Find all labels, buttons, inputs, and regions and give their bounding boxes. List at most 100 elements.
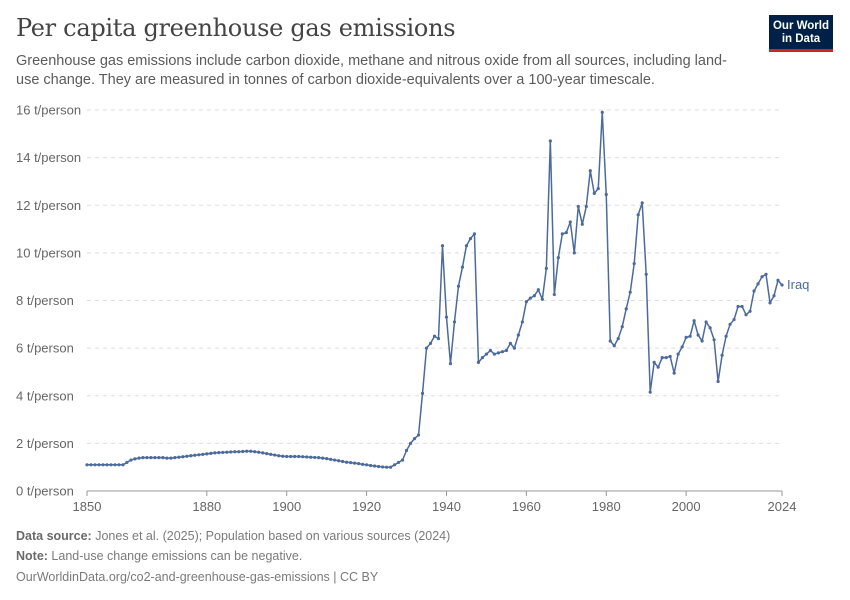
data-point <box>185 454 189 458</box>
owid-logo[interactable]: Our World in Data <box>769 15 833 52</box>
data-point <box>580 222 584 226</box>
data-point <box>109 463 113 467</box>
data-point <box>117 463 121 467</box>
data-point <box>640 201 644 205</box>
data-point <box>325 457 329 461</box>
data-point <box>460 265 465 269</box>
data-point <box>604 192 608 197</box>
data-point <box>349 461 353 465</box>
data-point <box>253 450 257 454</box>
data-point <box>337 459 341 463</box>
data-point <box>724 334 728 338</box>
data-point <box>333 458 337 462</box>
source-url-link[interactable]: OurWorldinData.org/co2-and-greenhouse-ga… <box>16 570 379 584</box>
data-point <box>716 379 720 384</box>
data-point <box>532 294 536 298</box>
data-point <box>177 455 181 459</box>
data-point <box>628 290 632 294</box>
data-point <box>321 456 325 460</box>
data-point <box>692 319 696 323</box>
data-point <box>568 220 572 224</box>
data-point <box>105 463 109 467</box>
data-point <box>205 452 209 456</box>
data-point <box>101 463 105 467</box>
x-tick-label: 1850 <box>73 499 102 514</box>
data-point <box>504 348 508 353</box>
data-point <box>732 317 736 322</box>
data-point <box>145 456 149 460</box>
data-point <box>552 292 556 297</box>
data-point <box>396 460 401 465</box>
data-point <box>265 452 269 456</box>
data-point <box>372 464 377 468</box>
data-point <box>520 320 524 324</box>
data-point <box>516 333 520 337</box>
data-point <box>376 464 381 469</box>
data-point <box>512 346 516 350</box>
data-point <box>89 463 93 467</box>
y-tick-label: 10 t/person <box>16 245 81 260</box>
note-label: Note: <box>16 549 48 563</box>
data-point <box>365 463 369 467</box>
data-point <box>668 354 672 359</box>
data-point <box>696 333 700 337</box>
data-point <box>704 320 708 324</box>
data-point <box>672 371 676 375</box>
data-point <box>384 465 389 469</box>
data-point <box>444 315 449 319</box>
data-point <box>121 463 125 467</box>
data-point <box>480 356 485 360</box>
data-point <box>700 339 704 343</box>
data-point <box>632 261 636 266</box>
data-point <box>201 452 205 456</box>
data-point <box>564 231 568 235</box>
data-point <box>173 456 177 460</box>
data-point <box>492 352 497 356</box>
data-point <box>424 346 429 350</box>
chart-title: Per capita greenhouse gas emissions <box>16 14 456 42</box>
data-point <box>157 456 161 460</box>
logo-line-1: Our World <box>772 20 829 32</box>
data-point <box>301 455 305 459</box>
y-tick-label: 8 t/person <box>16 293 74 308</box>
data-source-label: Data source: <box>16 529 92 543</box>
data-point <box>169 456 173 460</box>
x-tick-label: 1880 <box>192 499 221 514</box>
data-point <box>416 433 421 437</box>
data-point <box>165 456 169 460</box>
series-line-iraq <box>87 111 783 468</box>
data-point <box>540 297 544 301</box>
data-point <box>656 365 660 369</box>
data-point <box>652 360 656 365</box>
data-point <box>129 458 133 462</box>
data-point <box>720 353 724 357</box>
x-tick-label: 1920 <box>352 499 381 514</box>
data-point <box>149 456 153 460</box>
x-tick-label: 1900 <box>272 499 301 514</box>
data-point <box>97 463 101 467</box>
data-point <box>133 457 137 461</box>
logo-line-2: in Data <box>781 33 821 45</box>
data-point <box>189 454 193 458</box>
y-tick-label: 16 t/person <box>16 103 81 118</box>
data-point <box>213 451 217 455</box>
y-tick-label: 14 t/person <box>16 150 81 165</box>
data-point <box>536 288 540 292</box>
data-point <box>560 232 564 236</box>
data-point <box>680 345 684 349</box>
data-point <box>408 441 413 445</box>
data-point <box>612 344 616 348</box>
data-point <box>209 451 213 455</box>
data-point <box>269 452 273 456</box>
data-point <box>245 449 249 453</box>
y-tick-label: 6 t/person <box>16 341 74 356</box>
data-point <box>772 294 776 298</box>
data-point <box>309 455 313 459</box>
data-point <box>249 449 253 453</box>
data-point <box>688 334 692 338</box>
data-point <box>528 296 532 300</box>
data-point <box>736 304 740 309</box>
data-point <box>592 191 596 195</box>
note-line: Note: Land-use change emissions can be n… <box>16 549 302 563</box>
data-point <box>388 465 393 469</box>
